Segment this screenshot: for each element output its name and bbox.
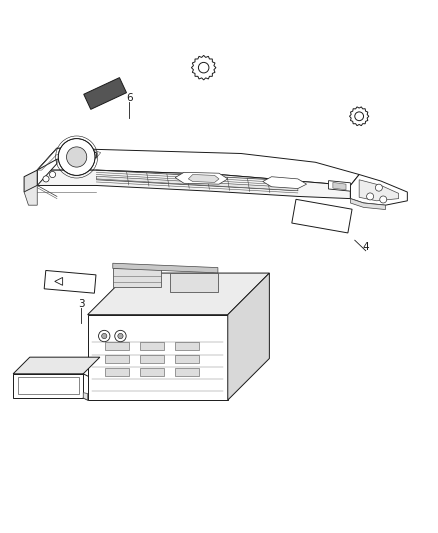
Circle shape bbox=[115, 330, 126, 342]
Polygon shape bbox=[55, 278, 63, 285]
Polygon shape bbox=[350, 174, 407, 205]
Circle shape bbox=[102, 334, 107, 338]
Polygon shape bbox=[350, 107, 369, 126]
Circle shape bbox=[58, 139, 95, 175]
Polygon shape bbox=[350, 199, 385, 209]
Polygon shape bbox=[13, 357, 100, 374]
Bar bbox=[84, 78, 127, 109]
Polygon shape bbox=[175, 172, 228, 184]
Bar bbox=[140, 355, 164, 363]
Polygon shape bbox=[191, 55, 216, 80]
Bar bbox=[105, 355, 129, 363]
Polygon shape bbox=[83, 393, 88, 400]
Polygon shape bbox=[333, 182, 346, 190]
Polygon shape bbox=[228, 273, 269, 400]
Polygon shape bbox=[328, 181, 350, 191]
Polygon shape bbox=[96, 176, 298, 191]
Bar bbox=[175, 342, 199, 350]
Polygon shape bbox=[37, 148, 359, 185]
Polygon shape bbox=[113, 269, 161, 287]
Polygon shape bbox=[37, 148, 96, 170]
Polygon shape bbox=[263, 177, 307, 189]
Polygon shape bbox=[37, 170, 350, 199]
Circle shape bbox=[375, 184, 382, 191]
Polygon shape bbox=[37, 148, 57, 185]
Polygon shape bbox=[359, 180, 399, 201]
Polygon shape bbox=[88, 273, 269, 314]
Circle shape bbox=[118, 334, 123, 338]
Text: 4: 4 bbox=[362, 242, 369, 252]
Polygon shape bbox=[13, 374, 83, 398]
Polygon shape bbox=[170, 273, 218, 292]
Bar bbox=[44, 270, 96, 293]
Bar bbox=[105, 368, 129, 376]
Bar bbox=[175, 355, 199, 363]
Bar bbox=[292, 199, 352, 233]
Text: 3: 3 bbox=[78, 298, 85, 309]
Circle shape bbox=[67, 147, 87, 167]
Circle shape bbox=[99, 330, 110, 342]
Bar bbox=[105, 342, 129, 350]
Bar bbox=[140, 368, 164, 376]
Bar bbox=[175, 368, 199, 376]
Circle shape bbox=[43, 176, 49, 182]
Circle shape bbox=[380, 196, 387, 203]
Polygon shape bbox=[24, 185, 37, 205]
Polygon shape bbox=[113, 263, 218, 273]
Polygon shape bbox=[24, 170, 37, 192]
Text: 6: 6 bbox=[126, 93, 133, 103]
Circle shape bbox=[367, 193, 374, 200]
Bar bbox=[140, 342, 164, 350]
Polygon shape bbox=[188, 174, 219, 182]
Polygon shape bbox=[88, 314, 228, 400]
Circle shape bbox=[49, 172, 56, 177]
